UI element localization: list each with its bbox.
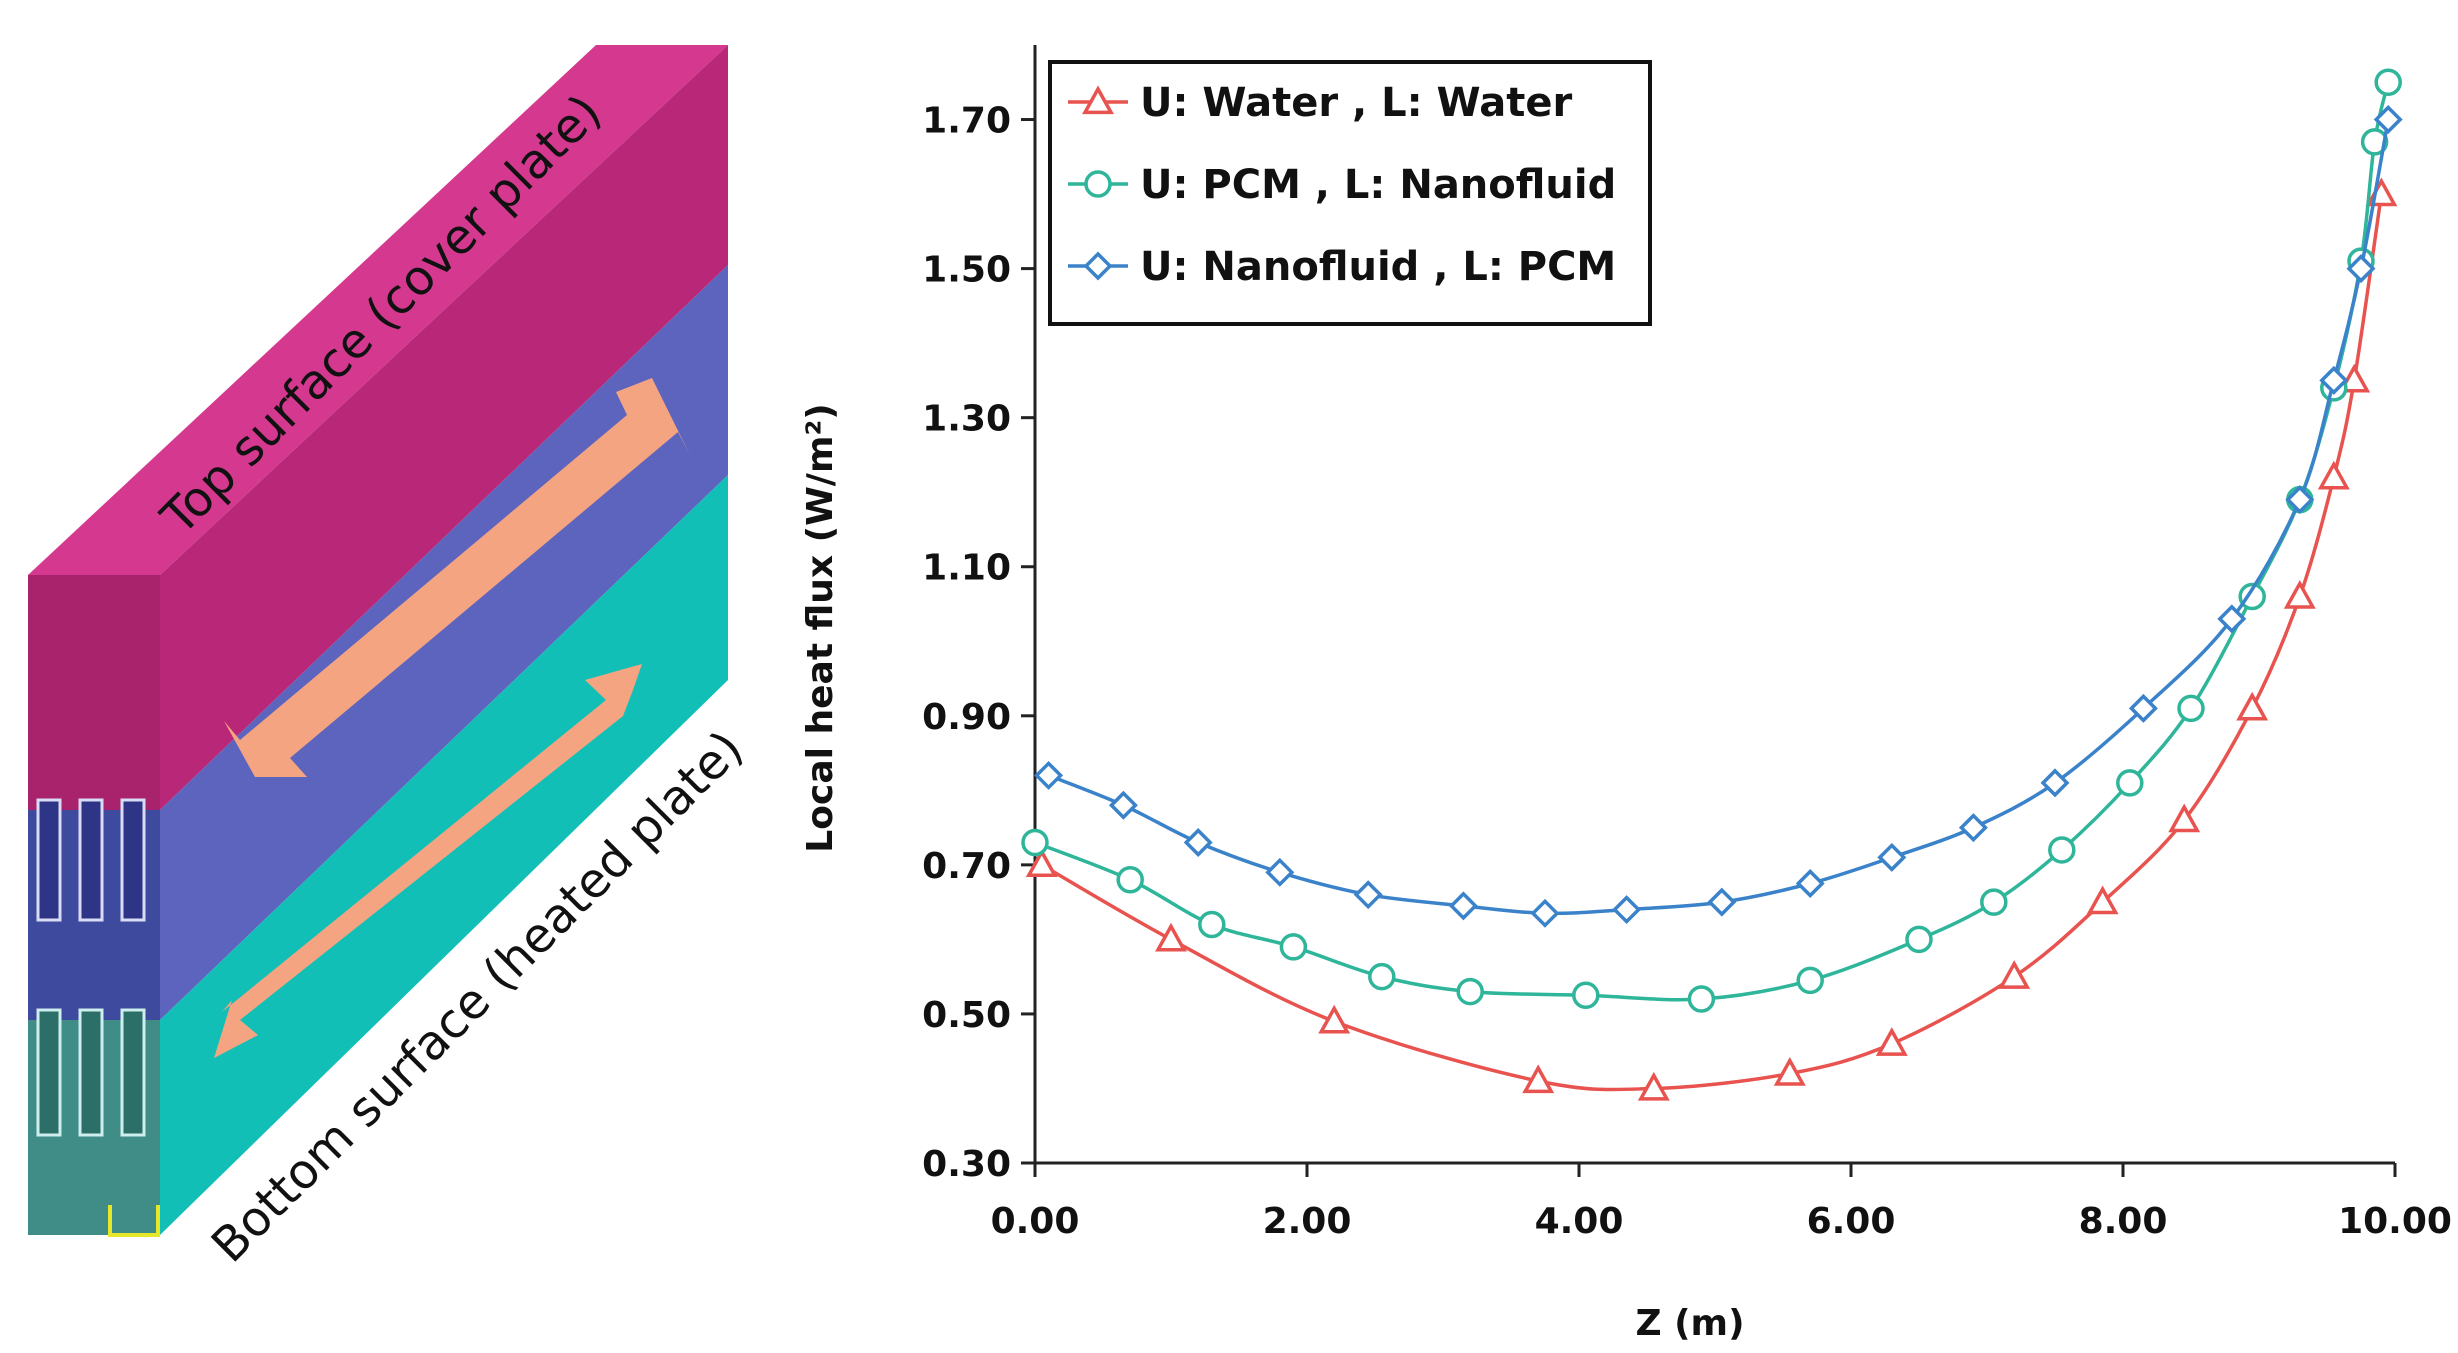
- data-point: [1572, 981, 1600, 1010]
- data-point: [1025, 848, 1058, 878]
- data-point: [1637, 1071, 1670, 1101]
- data-point: [2373, 105, 2403, 135]
- data-point: [1021, 828, 1049, 857]
- lower-flow-arrow: [214, 664, 642, 1058]
- upper-flow-arrow: [224, 378, 690, 777]
- series-3: [1034, 105, 2403, 928]
- data-point: [2346, 254, 2376, 284]
- data-point: [1877, 842, 1907, 872]
- data-point: [2338, 363, 2371, 393]
- data-point: [1368, 962, 1396, 991]
- series-layer: [1021, 68, 2403, 1101]
- y-tick-label: 1.50: [922, 250, 1011, 291]
- channel-model-diagram: Top surface (cover plate) Bottom surface…: [28, 45, 754, 1273]
- data-point: [2040, 768, 2070, 798]
- data-point: [2116, 769, 2144, 797]
- x-tick-label: 6.00: [1807, 1201, 1896, 1242]
- data-point: [1279, 933, 1308, 961]
- data-point: [1905, 925, 1933, 954]
- data-point: [1183, 828, 1213, 857]
- legend-swatch-marker: [1083, 251, 1113, 281]
- y-tick-label: 0.90: [922, 697, 1011, 738]
- data-point: [1522, 1064, 1555, 1094]
- data-point: [1456, 977, 1484, 1006]
- legend-label: U: Nanofluid , L: PCM: [1140, 244, 1616, 290]
- data-point: [2086, 885, 2119, 915]
- legend-box: [1048, 60, 1652, 326]
- cover-plate-front-face: [28, 575, 160, 810]
- x-tick-label: 2.00: [1263, 1201, 1352, 1242]
- data-point: [1707, 887, 1737, 917]
- heat-flux-chart: 0.30 0.50 0.70 0.90 1.10 1.30 1.50 1.70 0.00 2.00…: [800, 45, 2452, 1344]
- cover-plate-top-face: [28, 45, 728, 575]
- legend-item: U: Water , L: Water: [1068, 80, 1572, 126]
- y-axis-title: Local heat flux (W/m²): [800, 403, 841, 852]
- legend-label: U: Water , L: Water: [1140, 80, 1572, 126]
- data-point: [2360, 128, 2389, 156]
- data-point: [1796, 966, 1824, 995]
- data-point: [2128, 693, 2158, 723]
- legend-item: U: PCM , L: Nanofluid: [1068, 162, 1616, 208]
- data-point: [2319, 365, 2349, 395]
- y-tick-label: 0.50: [922, 995, 1011, 1036]
- data-point: [2168, 803, 2201, 833]
- x-tick-label: 0.00: [991, 1201, 1080, 1242]
- legend: U: Water , L: Water U: PCM , L: Nanofluid…: [1048, 60, 1652, 326]
- legend-item: U: Nanofluid , L: PCM: [1068, 244, 1616, 290]
- data-point: [1795, 869, 1825, 898]
- data-point: [2317, 460, 2350, 490]
- series-line: [1047, 119, 2390, 916]
- y-tick-label: 1.10: [922, 548, 1011, 589]
- data-point: [1958, 813, 1988, 843]
- legend-swatch-marker: [1084, 170, 1112, 198]
- cover-plate-side-face: [160, 45, 728, 810]
- data-point: [1530, 898, 1560, 928]
- legend-label: U: PCM , L: Nanofluid: [1140, 162, 1616, 208]
- series-1: [1025, 177, 2398, 1101]
- data-point: [2236, 691, 2269, 721]
- x-axis-title: Z (m): [1635, 1303, 1744, 1344]
- data-point: [1687, 985, 1716, 1013]
- data-point: [1773, 1056, 1806, 1086]
- data-point: [1034, 760, 1064, 790]
- data-point: [1612, 895, 1642, 925]
- series-2: [1021, 68, 2402, 1013]
- x-tick-label: 10.00: [2338, 1201, 2452, 1242]
- x-tick-label: 4.00: [1535, 1201, 1624, 1242]
- data-point: [1108, 790, 1138, 820]
- data-point: [2217, 604, 2247, 634]
- upper-channel-openings: [36, 798, 146, 922]
- data-point: [2177, 694, 2205, 723]
- x-tick-label: 8.00: [2079, 1201, 2168, 1242]
- legend-swatch-marker: [1082, 85, 1114, 115]
- y-tick-label: 0.70: [922, 846, 1011, 887]
- data-point: [2283, 579, 2316, 609]
- origin-axis-marker: [108, 1205, 160, 1237]
- data-point: [1875, 1027, 1908, 1056]
- data-point: [2238, 582, 2266, 611]
- data-point: [1155, 922, 1187, 952]
- lower-channel-openings: [36, 1008, 146, 1137]
- data-point: [1980, 888, 2008, 916]
- data-point: [1353, 880, 1383, 910]
- data-point: [2285, 485, 2315, 515]
- data-point: [1998, 960, 2031, 989]
- data-point: [1198, 910, 1226, 939]
- data-point: [1318, 1004, 1351, 1034]
- y-tick-label: 1.70: [922, 101, 1011, 142]
- y-tick-label: 0.30: [922, 1144, 1011, 1185]
- data-point: [1448, 891, 1478, 921]
- series-line: [1040, 193, 2384, 1092]
- data-point: [2374, 68, 2402, 97]
- data-point: [2048, 836, 2076, 864]
- y-tick-label: 1.30: [922, 399, 1011, 440]
- data-point: [1116, 866, 1144, 894]
- data-point: [1265, 857, 1295, 887]
- axes: 0.30 0.50 0.70 0.90 1.10 1.30 1.50 1.70 0.00 2.00…: [922, 45, 2452, 1242]
